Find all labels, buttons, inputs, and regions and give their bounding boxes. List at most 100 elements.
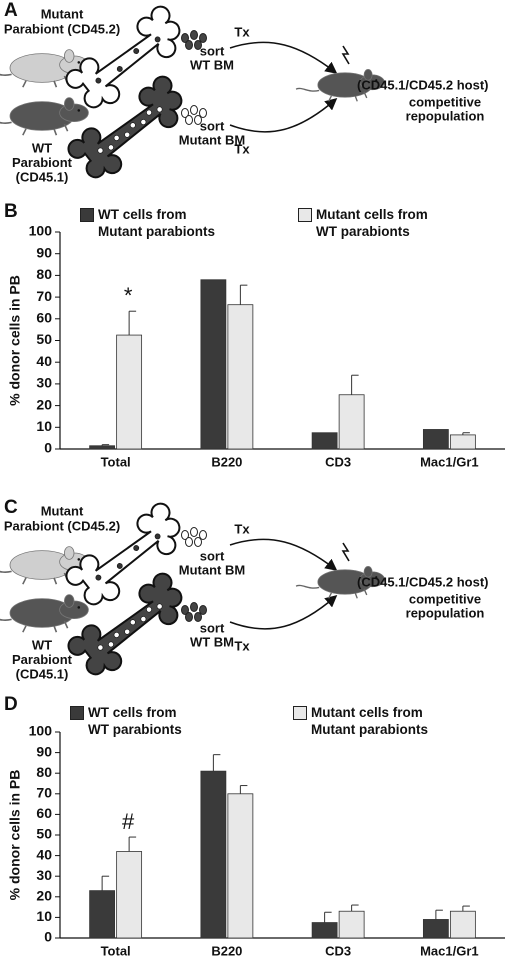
- mouse-tail: [295, 87, 320, 92]
- mouse-ear: [64, 594, 75, 608]
- x-tick-label: Total: [101, 454, 131, 469]
- transfer-arrow: [229, 41, 338, 74]
- mouse-eye: [375, 576, 378, 579]
- sorted-cell: [194, 537, 202, 547]
- sort-label: Mutant BM: [179, 132, 245, 147]
- tx-label: Tx: [234, 24, 250, 39]
- mouse-eye: [77, 109, 81, 112]
- bone-icon: [65, 502, 181, 606]
- bar: [200, 770, 227, 939]
- bar: [449, 434, 476, 450]
- donor-label: WT: [32, 140, 52, 155]
- bone-icon: [67, 572, 183, 676]
- bar: [449, 910, 476, 939]
- bone-cell: [129, 122, 136, 129]
- y-tick-label: 90: [36, 743, 52, 759]
- bone-outline: [67, 572, 183, 676]
- y-tick-label: 100: [29, 223, 53, 239]
- sorted-cell: [185, 115, 193, 125]
- bone-outline: [67, 75, 183, 179]
- y-tick-label: 20: [36, 396, 52, 412]
- sorted-cell: [181, 33, 189, 43]
- mouse-ear: [363, 566, 373, 578]
- sorted-cell: [185, 40, 193, 50]
- legend-label: Mutant cells from WT parabionts: [316, 207, 428, 239]
- sorted-cell: [199, 530, 207, 540]
- mouse-ear: [64, 97, 75, 111]
- bone-cell: [156, 106, 163, 113]
- bone-cell: [97, 147, 104, 154]
- y-tick-label: 80: [36, 764, 52, 780]
- panel-label: D: [4, 694, 18, 715]
- mouse-tail: [0, 121, 12, 124]
- sorted-cell: [181, 605, 189, 615]
- y-tick-label: 50: [36, 331, 52, 347]
- mouse-eye: [77, 606, 81, 609]
- donor-label: Parabiont (CD45.2): [4, 518, 120, 533]
- y-tick-label: 0: [44, 929, 52, 945]
- legend-swatch: [80, 208, 94, 222]
- sorted-cell: [194, 612, 202, 622]
- bone-cell: [133, 48, 140, 54]
- legend-label: WT cells from Mutant parabionts: [98, 207, 215, 239]
- sort-label: sort: [200, 43, 225, 58]
- legend-swatch: [70, 706, 84, 720]
- bone-outline: [65, 502, 181, 606]
- bone-icon: [67, 75, 183, 179]
- bone-cell: [140, 119, 147, 125]
- mouse-legs: [22, 620, 69, 633]
- x-tick-label: Mac1/Gr1: [420, 943, 479, 958]
- x-tick-label: Total: [101, 943, 131, 958]
- bone-cell: [113, 632, 120, 638]
- bar: [422, 429, 449, 450]
- significance-mark: *: [124, 283, 133, 308]
- bone-cell: [133, 545, 140, 551]
- y-tick-label: 60: [36, 310, 52, 326]
- mouse-legs: [328, 91, 368, 102]
- bar: [338, 910, 365, 939]
- transfer-arrow: [229, 538, 338, 571]
- donor-label: Parabiont (CD45.2): [4, 21, 120, 36]
- bone-outline: [65, 5, 181, 109]
- bar: [422, 919, 449, 939]
- sort-label: WT BM: [190, 57, 234, 72]
- y-tick-label: 30: [36, 867, 52, 883]
- sort-label: Mutant BM: [179, 562, 245, 577]
- bar: [89, 445, 116, 450]
- donor-label: (CD45.1): [16, 666, 69, 681]
- y-tick-label: 10: [36, 418, 52, 434]
- legend-label: WT cells from WT parabionts: [88, 705, 182, 737]
- bar: [89, 890, 116, 939]
- bone-cell: [146, 109, 152, 116]
- mouse-eye: [77, 558, 81, 561]
- mouse-ear: [64, 49, 75, 63]
- sort-label: WT BM: [190, 634, 234, 649]
- readout-label: repopulation: [406, 605, 485, 620]
- y-tick-label: 40: [36, 353, 52, 369]
- sorted-cell: [185, 612, 193, 622]
- sorted-cell: [199, 108, 207, 118]
- donor-label: Parabiont: [12, 155, 73, 170]
- bone-cell: [146, 606, 152, 613]
- bone-cell: [124, 628, 131, 635]
- bone-cell: [116, 563, 123, 569]
- mouse-icon: [295, 566, 385, 599]
- transfer-arrow: [229, 98, 338, 133]
- bar: [227, 304, 254, 450]
- bone-cell: [154, 533, 161, 540]
- readout-label: repopulation: [406, 108, 485, 123]
- sorted-cell: [190, 527, 198, 537]
- mouse-eye: [375, 79, 378, 82]
- sorted-cell: [194, 40, 202, 50]
- donor-label: Mutant: [41, 6, 84, 21]
- donor-label: Mutant: [41, 503, 84, 518]
- bone-cell: [129, 619, 136, 626]
- y-tick-label: 40: [36, 846, 52, 862]
- bone-cell: [154, 36, 161, 43]
- bone-cell: [140, 616, 147, 622]
- donor-label: (CD45.1): [16, 169, 69, 184]
- y-tick-label: 70: [36, 785, 52, 801]
- mouse-tail: [295, 584, 320, 589]
- readout-label: competitive: [409, 94, 481, 109]
